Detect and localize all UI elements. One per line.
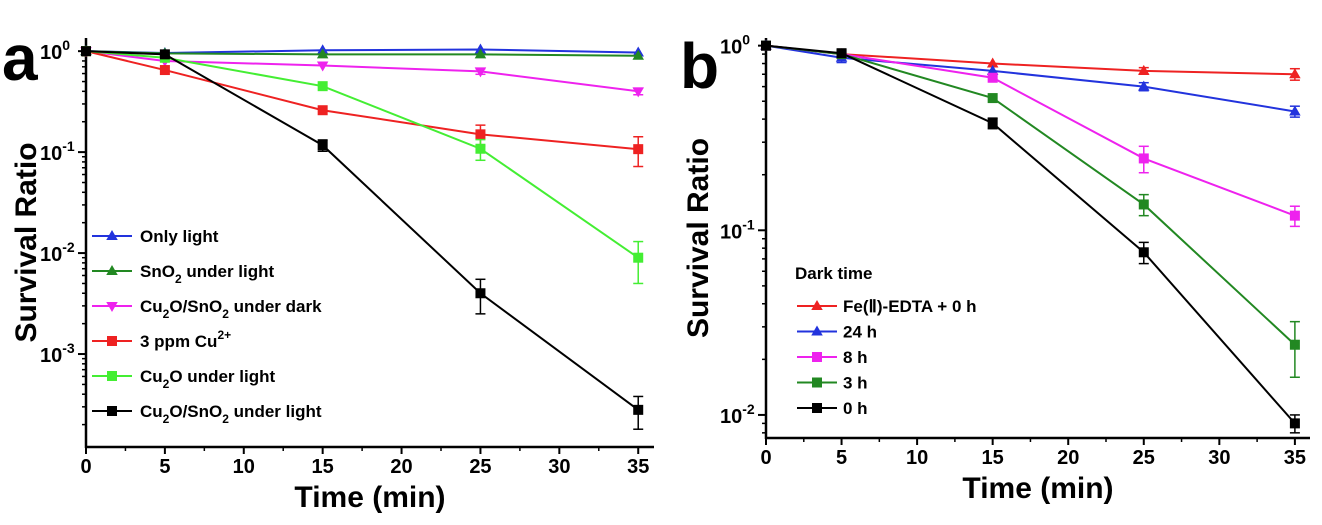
x-tick-label: 25	[1133, 447, 1155, 469]
legend-title: Dark time	[795, 264, 872, 283]
data-point	[316, 61, 329, 72]
legend-swatch-marker	[106, 230, 118, 240]
series-5	[81, 46, 644, 430]
x-tick-label: 15	[312, 456, 334, 478]
y-tick-label: 10-3	[40, 340, 75, 367]
x-tick-label: 35	[1284, 447, 1306, 469]
data-point	[987, 72, 998, 83]
legend: Dark time Fe(Ⅱ)-EDTA + 0 h 24 h 8 h 3 h 0 h	[795, 264, 977, 418]
legend-swatch-marker	[812, 377, 822, 388]
series-line	[765, 44, 1296, 217]
data-point	[1138, 80, 1150, 91]
x-tick-label: 0	[80, 456, 91, 478]
data-point	[836, 48, 847, 59]
legend-entry: 3 ppm Cu2+	[140, 328, 231, 351]
x-tick-label: 10	[233, 456, 255, 478]
data-point	[632, 87, 644, 98]
data-point	[633, 404, 644, 415]
data-point	[1289, 105, 1301, 116]
x-tick-label: 0	[760, 447, 771, 469]
data-point	[159, 49, 170, 60]
data-point	[475, 288, 486, 299]
x-tick-label: 35	[627, 456, 649, 478]
legend-entry: Cu2O under light	[140, 367, 275, 391]
data-point	[81, 46, 91, 57]
legend-entry: Only light	[140, 227, 219, 246]
x-tick-label: 20	[1057, 447, 1079, 469]
chart-panel-b: b 0 5 10 15 20 25 30 35 100 10-1 10-2 Time (min) Surv…	[680, 30, 1310, 505]
data-point	[317, 81, 328, 92]
y-tick-label: 100	[720, 32, 750, 59]
y-axis-title: Survival Ratio	[10, 142, 43, 342]
legend-entry: Fe(Ⅱ)-EDTA + 0 h	[843, 297, 977, 316]
data-point	[1289, 68, 1301, 79]
data-point	[474, 48, 487, 59]
legend-swatch-marker	[812, 352, 822, 362]
data-point	[986, 57, 999, 68]
x-tick-label: 15	[982, 447, 1004, 469]
data-point	[633, 252, 644, 263]
legend-entry: Cu2O/SnO2 under light	[140, 402, 322, 426]
series-2	[761, 40, 1300, 228]
data-point	[1138, 153, 1149, 164]
x-tick-label: 5	[836, 447, 847, 469]
data-point	[761, 40, 771, 51]
data-point	[1289, 339, 1300, 350]
y-tick-label: 10-1	[40, 138, 75, 165]
series-4	[761, 40, 1300, 434]
legend-entry: SnO2 under light	[140, 262, 275, 286]
x-tick-label: 25	[469, 456, 491, 478]
legend-swatch-marker	[106, 265, 118, 275]
data-point	[475, 143, 486, 154]
data-point	[633, 144, 644, 155]
legend-swatch-marker	[811, 300, 823, 310]
panel-label: b	[680, 30, 719, 102]
legend-entry: Cu2O/SnO2 under dark	[140, 297, 322, 321]
legend-entry: 24 h	[843, 323, 877, 342]
data-point	[1138, 64, 1150, 75]
x-tick-label: 5	[159, 456, 170, 478]
panel-label: a	[2, 22, 38, 94]
data-point	[1289, 418, 1300, 429]
data-point	[316, 48, 329, 59]
y-tick-label: 10-1	[720, 216, 755, 243]
y-tick-label: 10-2	[40, 239, 75, 266]
legend-swatch-marker	[811, 325, 823, 336]
legend: Only light SnO2 under light Cu2O/SnO2 unde…	[92, 227, 322, 426]
data-point	[632, 49, 644, 60]
x-tick-label: 10	[906, 447, 928, 469]
y-axis-title: Survival Ratio	[682, 138, 715, 338]
chart-panel-a: a 0 5 10 15 20 25 30 35 100 10-1 10-2 10-3 Time (min)…	[2, 22, 654, 514]
data-point	[159, 65, 170, 76]
data-point	[1138, 247, 1149, 258]
data-point	[317, 105, 328, 116]
data-point	[986, 64, 999, 75]
legend-entry: 3 h	[843, 374, 868, 393]
legend-swatch-marker	[107, 336, 117, 346]
data-point	[475, 129, 486, 140]
x-tick-label: 30	[548, 456, 570, 478]
data-point	[317, 140, 328, 151]
x-tick-label: 30	[1208, 447, 1230, 469]
x-axis-title: Time (min)	[962, 472, 1113, 505]
data-point	[474, 67, 487, 78]
legend-swatch-marker	[106, 302, 118, 312]
data-point	[1138, 199, 1149, 210]
legend-entry: 0 h	[843, 399, 868, 418]
legend-swatch-marker	[107, 406, 117, 416]
data-point	[987, 118, 998, 129]
x-axis-title: Time (min)	[294, 481, 445, 514]
y-tick-label: 100	[40, 37, 70, 64]
legend-swatch-marker	[812, 403, 822, 413]
x-tick-label: 20	[390, 456, 412, 478]
legend-entry: 8 h	[843, 348, 868, 367]
data-point	[987, 93, 998, 104]
legend-swatch-marker	[107, 371, 117, 381]
y-tick-label: 10-2	[720, 401, 755, 428]
data-point	[1289, 210, 1300, 221]
series-3	[761, 40, 1300, 378]
